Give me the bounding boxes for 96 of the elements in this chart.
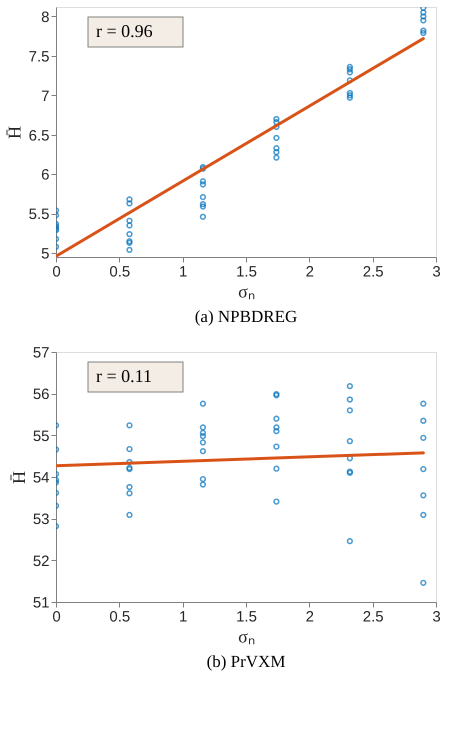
point [200,214,206,220]
y-tick-label: 56 [32,386,50,404]
point [273,428,280,434]
point [126,246,133,254]
annotation: r = 0.11 [96,366,152,386]
point [200,201,206,208]
point [346,92,354,98]
point [420,492,426,498]
x-tick-label: 1.5 [236,608,257,626]
y-tick-label: 52 [32,552,50,570]
y-tick-label: 6.5 [28,127,50,144]
point [346,69,354,76]
point [126,512,133,518]
point [273,145,280,152]
point [200,424,206,431]
y-tick-label: 5.5 [28,206,50,224]
point [126,196,133,203]
x-tick-label: 0.5 [109,264,130,280]
point [126,222,133,229]
point [200,476,206,482]
y-tick-label: 7 [41,88,50,105]
point [200,430,206,436]
point [200,178,206,184]
point [420,466,426,472]
point [346,538,354,544]
y-axis-title: H̄ [8,471,29,484]
point [273,416,280,422]
point [273,443,280,450]
x-tick-label: 0 [52,608,61,626]
y-tick-label: 54 [32,470,50,486]
y-tick-label: 5 [41,246,50,263]
point [126,230,133,238]
x-tick-label: 2.5 [362,608,384,626]
point [420,580,426,586]
y-tick-label: 51 [32,594,50,612]
point [273,424,280,431]
point [200,481,206,488]
point [420,418,426,424]
point [346,383,354,390]
y-tick-label: 8 [41,8,50,26]
point [420,17,426,24]
x-tick-label: 1 [178,608,188,626]
point [200,439,206,446]
point [346,94,354,101]
point [200,166,206,172]
point [420,9,426,16]
point [273,466,280,472]
y-tick-label: 57 [32,344,50,362]
point [200,194,206,200]
y-tick-label: 53 [32,511,50,528]
point [346,407,354,414]
y-axis-title: H̄ [4,126,25,139]
point [126,490,133,496]
point [126,458,133,466]
x-axis-title: σₙ [238,282,255,302]
point [346,396,354,403]
x-tick-label: 1.5 [236,264,257,280]
point [273,116,280,122]
point [126,200,133,207]
y-tick-label: 6 [41,166,50,184]
point [273,119,280,126]
text: (b) PrVXM [206,652,286,671]
x-tick-label: 1 [178,264,188,280]
x-tick-label: 2 [306,608,314,626]
point [126,484,133,490]
point [200,203,206,210]
x-axis-title: σₙ [238,626,255,646]
x-tick-label: 0.5 [109,608,130,626]
point [420,434,426,441]
point [126,422,133,428]
point [273,498,280,505]
point [346,438,354,444]
x-tick-label: 3 [432,264,441,280]
point [420,512,426,518]
point [273,148,280,156]
point [420,30,426,36]
point [420,400,426,407]
x-tick-label: 2 [306,264,314,280]
x-tick-label: 2.5 [362,264,384,280]
point [200,448,206,454]
point [200,400,206,407]
point [200,433,206,440]
y-tick-label: 55 [32,428,50,445]
y-tick-label: 7.5 [28,48,50,66]
point [420,28,426,34]
point [273,134,280,142]
point [200,181,206,188]
point [346,66,354,72]
point [126,218,133,224]
x-tick-label: 0 [52,264,61,280]
x-tick-label: 3 [432,608,441,626]
point [126,446,133,452]
point [273,154,280,161]
point [420,13,426,20]
annotation: r = 0.96 [96,21,153,41]
text: (a) NPBDREG [194,307,298,326]
